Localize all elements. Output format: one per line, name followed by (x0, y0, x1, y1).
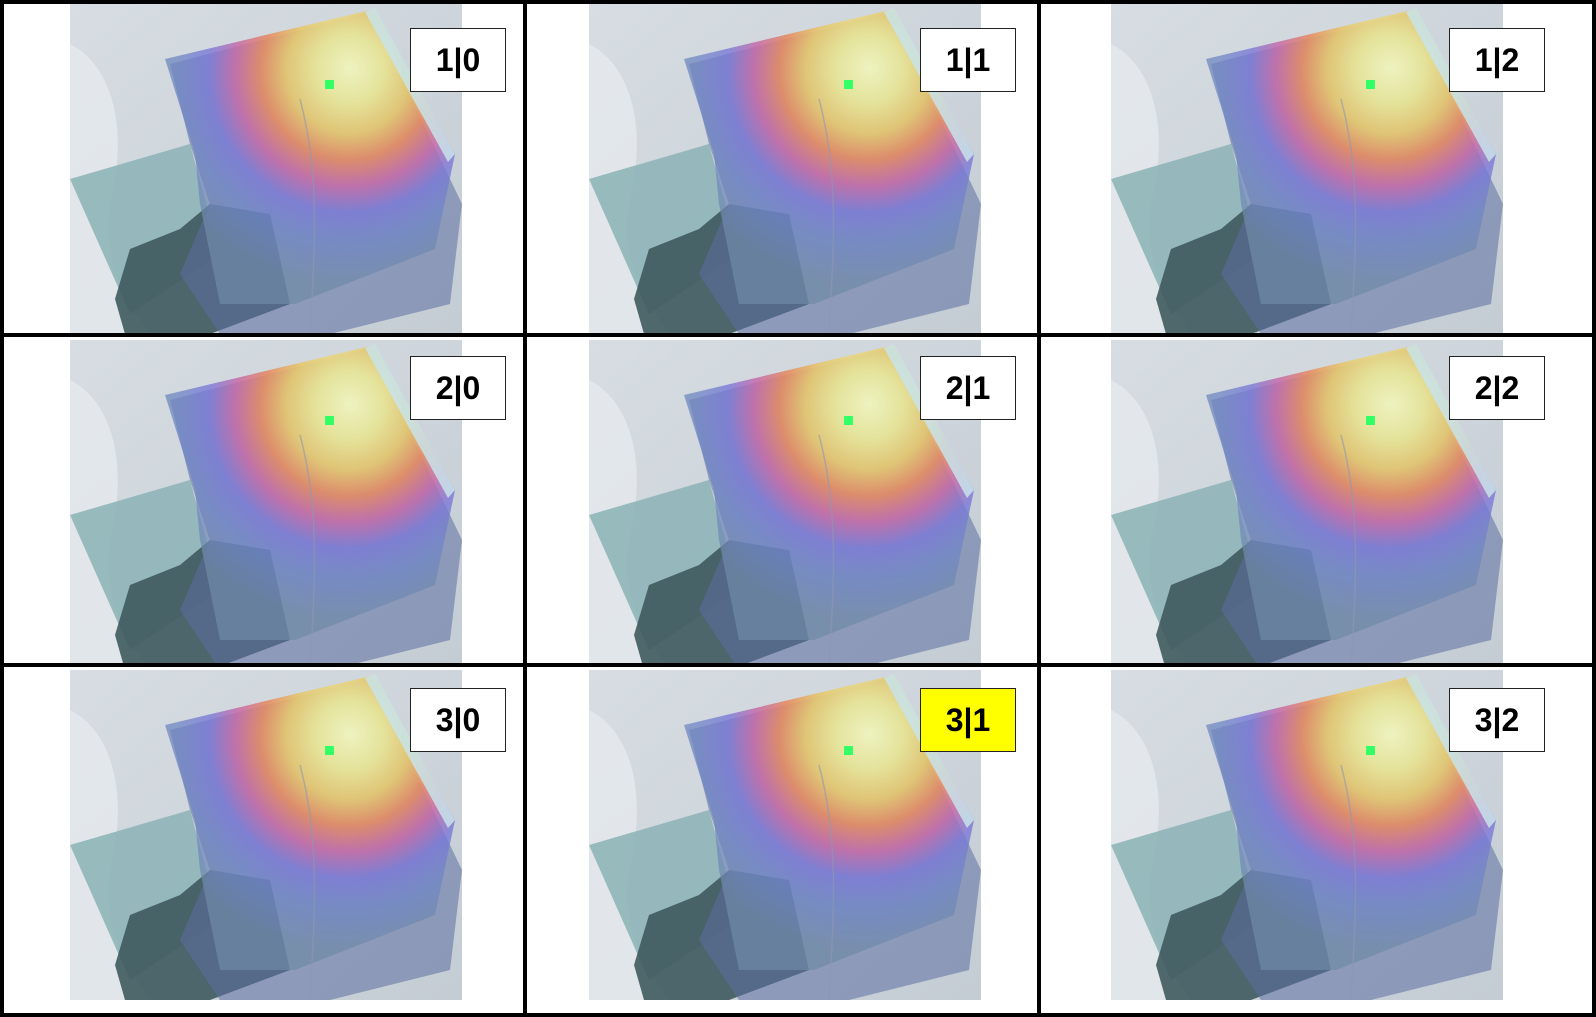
grid-divider-horizontal (0, 663, 1596, 667)
heatmap-thumbnail (70, 670, 462, 1000)
cell-label: 1|1 (920, 28, 1016, 92)
grid-cell: 2|1 (527, 336, 1041, 666)
grid-divider-vertical (1037, 0, 1041, 1017)
cell-label: 3|0 (410, 688, 506, 752)
grid-divider-horizontal (0, 1013, 1596, 1017)
heatmap-thumbnail (589, 340, 981, 666)
grid-divider-horizontal (0, 0, 1596, 4)
grid-cell: 1|2 (1041, 0, 1596, 336)
cell-label: 2|0 (410, 356, 506, 420)
grid-divider-vertical (523, 0, 527, 1017)
heatmap-thumbnail (70, 4, 462, 334)
cell-label: 2|2 (1449, 356, 1545, 420)
grid-divider-vertical (0, 0, 4, 1017)
heatmap-thumbnail (1111, 340, 1503, 666)
heatmap-thumbnail (589, 4, 981, 334)
cell-label: 3|1 (920, 688, 1016, 752)
grid-cell: 3|0 (0, 666, 527, 1017)
grid-divider-horizontal (0, 333, 1596, 337)
grid-cell: 2|2 (1041, 336, 1596, 666)
grid-divider-vertical (1592, 0, 1596, 1017)
grid-cell: 3|1 (527, 666, 1041, 1017)
cell-label: 1|0 (410, 28, 506, 92)
grid-cell: 1|0 (0, 0, 527, 336)
cell-label: 3|2 (1449, 688, 1545, 752)
cell-label: 2|1 (920, 356, 1016, 420)
heatmap-thumbnail (589, 670, 981, 1000)
grid-cell: 3|2 (1041, 666, 1596, 1017)
heatmap-thumbnail (70, 340, 462, 666)
grid-cell: 2|0 (0, 336, 527, 666)
heatmap-thumbnail (1111, 4, 1503, 334)
cell-label: 1|2 (1449, 28, 1545, 92)
grid-cell: 1|1 (527, 0, 1041, 336)
heatmap-thumbnail (1111, 670, 1503, 1000)
